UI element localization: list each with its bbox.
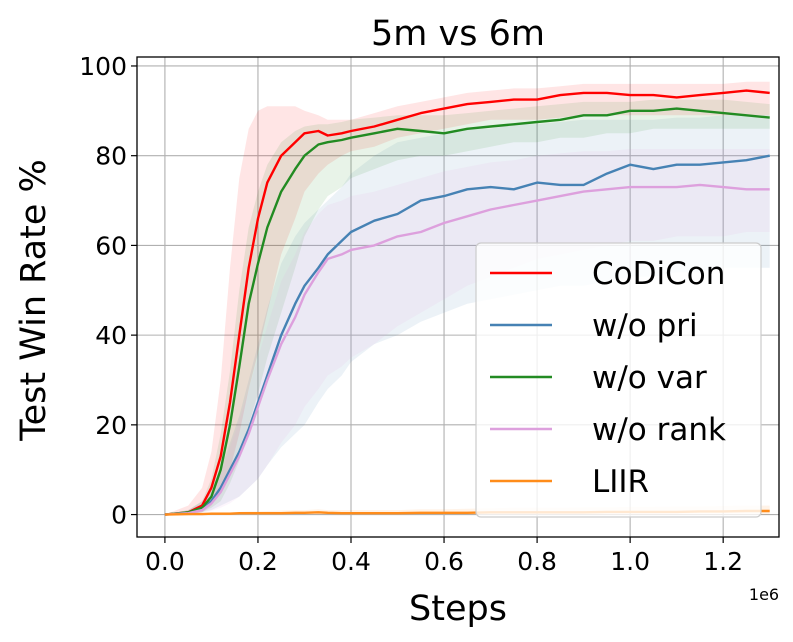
chart-title: 5m vs 6m xyxy=(371,14,545,54)
x-tick-label: 0.6 xyxy=(424,547,464,576)
legend-label: CoDiCon xyxy=(592,256,725,292)
band-codicon xyxy=(164,81,770,515)
axis-ticks: 0.0 0.2 0.4 0.6 0.8 1.0 1.2 0 20 40 60 80 100 xyxy=(79,52,780,576)
x-tick-label: 0.2 xyxy=(238,547,278,576)
x-tick-label: 1.2 xyxy=(703,547,743,576)
y-tick-label: 60 xyxy=(95,231,127,260)
series-line-codicon xyxy=(164,89,770,516)
legend-label: w/o pri xyxy=(592,308,698,344)
plot-frame xyxy=(136,56,780,538)
y-tick-label: 20 xyxy=(95,411,127,440)
y-tick-label: 40 xyxy=(95,321,127,350)
legend: CoDiCon w/o pri w/o var w/o rank LIIR xyxy=(475,242,762,518)
legend-label: w/o var xyxy=(592,360,707,396)
legend-label: LIIR xyxy=(592,464,649,500)
x-tick-label: 0.8 xyxy=(517,547,557,576)
x-tick-label: 1.0 xyxy=(610,547,650,576)
band-w-o-rank xyxy=(164,149,770,515)
y-tick-label: 0 xyxy=(111,501,127,530)
x-axis-scale-label: 1e6 xyxy=(749,585,779,604)
series-line-w-o-var xyxy=(164,107,770,516)
series-line-w-o-rank xyxy=(164,183,770,516)
band-w-o-pri xyxy=(164,115,770,515)
y-axis-label: Test Win Rate % xyxy=(14,159,54,442)
series-line-w-o-pri xyxy=(164,154,770,516)
legend-box xyxy=(475,242,762,518)
legend-label: w/o rank xyxy=(592,412,726,448)
y-tick-label: 100 xyxy=(79,52,127,81)
x-tick-label: 0.0 xyxy=(145,547,185,576)
x-axis-label: Steps xyxy=(409,589,507,629)
y-tick-label: 80 xyxy=(95,142,127,171)
x-tick-label: 0.4 xyxy=(331,547,371,576)
band-w-o-var xyxy=(164,99,770,515)
